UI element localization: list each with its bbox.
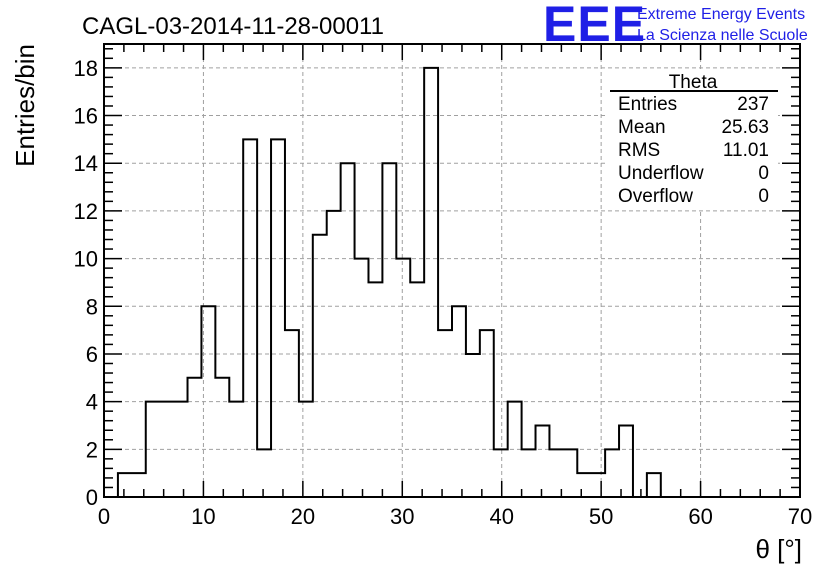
histogram-bins [118, 68, 661, 497]
x-axis-title: θ [°] [755, 534, 802, 564]
histogram-bin [619, 425, 633, 497]
histogram-bin [341, 163, 355, 497]
x-tick-label: 50 [589, 504, 613, 529]
plot-frame [103, 43, 801, 498]
logo-line-1: Extreme Energy Events [637, 6, 805, 23]
y-tick-label: 2 [86, 437, 98, 462]
histogram-bin [480, 330, 494, 497]
x-tick-label: 60 [688, 504, 712, 529]
chart-title: CAGL-03-2014-11-28-00011 [82, 13, 384, 40]
x-tick-label: 30 [390, 504, 414, 529]
y-tick-label: 12 [74, 199, 98, 224]
x-tick-label: 70 [788, 504, 812, 529]
stats-label-entries: Entries [618, 94, 677, 115]
stats-box-background [608, 72, 778, 210]
y-tick-label: 6 [86, 342, 98, 367]
histogram-bin [368, 282, 382, 497]
histogram-bin [591, 473, 605, 497]
y-tick-label: 14 [74, 151, 98, 176]
histogram-bin [243, 139, 257, 497]
histogram-bin [536, 425, 550, 497]
axes: 0 10 20 30 40 50 60 70 0 2 4 6 8 10 12 14 16 18 [74, 44, 812, 529]
histogram-bin [647, 473, 661, 497]
y-tick-label: 4 [86, 390, 98, 415]
logo-line-2: La Scienza nelle Scuole [637, 27, 808, 44]
histogram-bin [355, 259, 369, 497]
stats-label-rms: RMS [618, 140, 660, 161]
histogram-bin [285, 330, 299, 497]
logo-eee: EEE [543, 0, 646, 52]
stats-label-underflow: Underflow [618, 163, 704, 184]
histogram-bin [438, 330, 452, 497]
stats-value-overflow: 0 [758, 186, 769, 207]
histogram-bin [424, 68, 438, 497]
y-tick-label: 8 [86, 294, 98, 319]
histogram-bin [396, 259, 410, 497]
stats-label-overflow: Overflow [618, 186, 693, 207]
stats-box: Theta Entries 237 Mean 25.63 RMS 11.01 U… [608, 72, 778, 210]
histogram-bin [215, 378, 229, 497]
x-tick-label: 10 [191, 504, 215, 529]
stats-box-title: Theta [669, 72, 718, 93]
grid-lines [104, 44, 800, 497]
histogram-bin [410, 282, 424, 497]
histogram-bin [271, 139, 285, 497]
histogram-step-line [116, 66, 662, 498]
histogram-bin [494, 449, 508, 497]
x-tick-label: 0 [98, 504, 110, 529]
histogram-bin [577, 473, 591, 497]
stats-value-underflow: 0 [758, 163, 769, 184]
stats-label-mean: Mean [618, 117, 666, 138]
stats-value-entries: 237 [737, 94, 769, 115]
stats-value-rms: 11.01 [723, 140, 769, 161]
y-axis-title: Entries/bin [10, 44, 40, 167]
histogram-bin [257, 449, 271, 497]
histogram-bin [563, 449, 577, 497]
y-tick-label: 10 [74, 247, 98, 272]
histogram-bin [118, 473, 132, 497]
histogram-bin [313, 235, 327, 497]
histogram-bin [188, 378, 202, 497]
y-tick-label: 16 [74, 104, 98, 129]
stats-value-mean: 25.63 [721, 117, 769, 138]
x-tick-label: 40 [489, 504, 513, 529]
histogram-bin [382, 163, 396, 497]
histogram-bin [466, 354, 480, 497]
y-tick-label: 18 [74, 56, 98, 81]
x-tick-label: 20 [291, 504, 315, 529]
histogram-bin [522, 449, 536, 497]
y-tick-label: 0 [86, 485, 98, 510]
histogram-bin [605, 449, 619, 497]
